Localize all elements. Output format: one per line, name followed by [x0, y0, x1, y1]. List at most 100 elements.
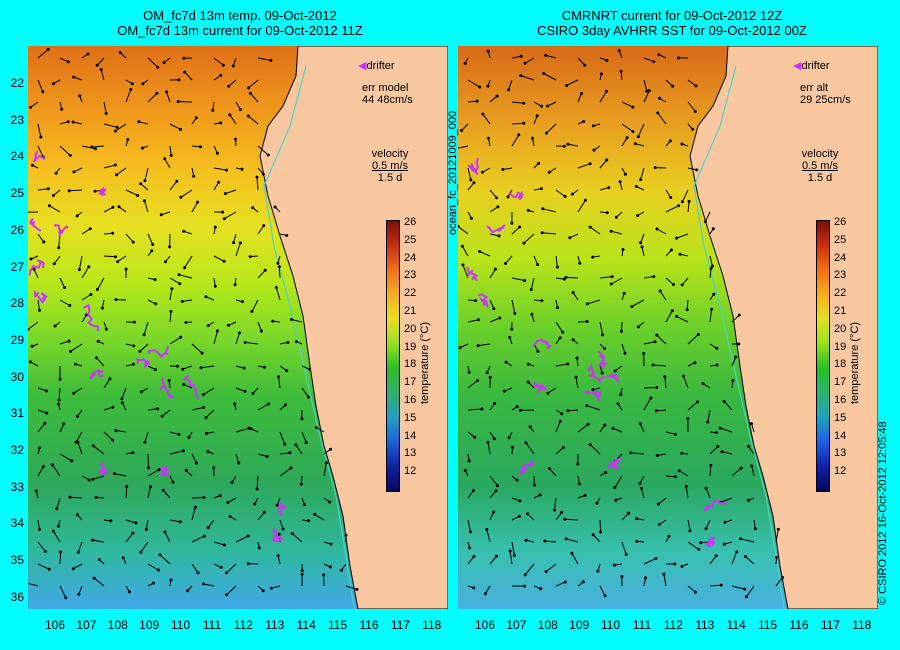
current-vector: [125, 89, 132, 103]
vector-head: [168, 245, 172, 249]
vector-head: [696, 333, 700, 336]
vector-head: [181, 367, 185, 371]
current-vector: [525, 442, 535, 455]
vector-head: [492, 437, 496, 441]
vector-head: [158, 553, 162, 557]
vector-head: [546, 391, 550, 395]
vector-head: [200, 351, 204, 355]
vector-head: [285, 234, 289, 237]
current-vector: [643, 341, 656, 345]
vector-head: [613, 486, 617, 490]
right-velocity-scale: velocity 0.5 m/s 1.5 d: [790, 148, 850, 184]
err-value: 29 25cm/s: [800, 94, 851, 106]
vector-head: [620, 575, 624, 578]
drifter-track: [97, 186, 107, 197]
vector-head: [243, 340, 247, 344]
vector-head: [43, 549, 47, 553]
current-vector: [103, 406, 113, 411]
vector-head: [177, 432, 181, 436]
vector-head: [532, 483, 536, 487]
current-vector: [81, 266, 90, 279]
vector-head: [555, 265, 559, 269]
current-vector: [169, 519, 181, 523]
current-vector: [599, 90, 607, 103]
vector-head: [634, 185, 638, 188]
vector-head: [156, 65, 160, 69]
vector-head: [180, 299, 184, 303]
vector-head: [603, 594, 607, 598]
vector-head: [581, 580, 585, 584]
vector-head: [202, 406, 206, 409]
drifter-label: drifter: [801, 60, 830, 72]
current-vector: [479, 251, 491, 257]
vector-head: [104, 112, 108, 115]
vector-head: [178, 282, 182, 286]
vector-head: [276, 554, 280, 558]
vector-head: [471, 489, 475, 492]
land-mass: [689, 46, 878, 609]
vector-head: [50, 463, 54, 467]
vector-head: [538, 493, 542, 497]
current-vector: [139, 343, 149, 352]
current-vector: [489, 490, 497, 499]
vector-head: [240, 167, 244, 171]
drifter-track: [89, 369, 104, 380]
current-vector: [56, 497, 61, 509]
vector-head: [196, 571, 200, 575]
vector-head: [120, 397, 124, 401]
drifter-track: [607, 457, 623, 471]
current-vector: [502, 167, 513, 170]
current-vector: [147, 233, 154, 245]
current-vector: [665, 277, 674, 285]
vector-head: [640, 486, 643, 490]
vector-head: [677, 469, 681, 473]
current-vector: [566, 79, 579, 86]
vector-head: [605, 158, 609, 162]
latitude-label: 29: [10, 332, 24, 347]
vector-head: [116, 260, 120, 264]
velocity-scale: 0.5 m/s: [801, 160, 839, 172]
vector-head: [142, 199, 146, 203]
vector-head: [574, 375, 578, 379]
vector-head: [673, 475, 677, 479]
current-vector: [279, 519, 284, 530]
vector-head: [154, 302, 158, 306]
current-vector: [687, 585, 696, 593]
vector-head: [78, 94, 82, 98]
vector-head: [744, 555, 747, 559]
vector-head: [273, 205, 277, 209]
vector-head: [693, 110, 697, 113]
vector-head: [75, 513, 79, 517]
vector-head: [468, 546, 472, 550]
vector-head: [580, 92, 583, 95]
vector-head: [631, 105, 635, 109]
drifter-tracks: [28, 150, 287, 543]
current-vector: [59, 145, 71, 156]
vector-head: [709, 266, 713, 270]
vector-head: [285, 369, 289, 373]
current-vector: [631, 299, 645, 307]
drifter-track: [159, 377, 176, 399]
vector-head: [246, 114, 250, 118]
vector-head: [699, 541, 703, 545]
vector-head: [162, 61, 166, 64]
current-vector: [161, 409, 171, 417]
colorbar-tick-label: 22: [834, 287, 847, 300]
vector-head: [564, 275, 568, 279]
vector-head: [526, 362, 530, 366]
vector-head: [45, 411, 49, 415]
current-vector: [213, 167, 227, 171]
current-vector: [144, 167, 149, 181]
current-vector: [621, 321, 623, 332]
drifter-track: [605, 373, 620, 384]
vector-head: [539, 587, 543, 591]
vector-head: [636, 214, 640, 218]
current-vector: [103, 101, 107, 114]
vector-head: [652, 60, 656, 64]
current-vector: [49, 205, 61, 213]
vector-head: [625, 136, 629, 140]
drifter-track: [466, 266, 479, 282]
vector-head: [38, 527, 41, 531]
file-identifier: ocean_fc_20121009_000: [447, 110, 459, 235]
vector-head: [90, 145, 94, 149]
